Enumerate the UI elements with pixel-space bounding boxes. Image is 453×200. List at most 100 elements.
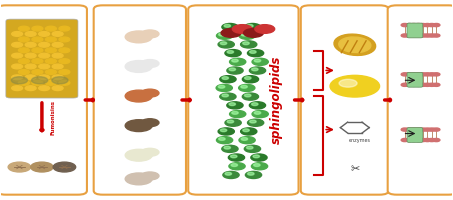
Circle shape	[141, 30, 159, 38]
Circle shape	[12, 32, 23, 36]
Circle shape	[32, 80, 43, 85]
Circle shape	[225, 50, 241, 57]
Circle shape	[401, 34, 409, 37]
Circle shape	[339, 79, 357, 87]
Circle shape	[433, 23, 440, 27]
Circle shape	[219, 138, 225, 140]
Circle shape	[406, 23, 413, 27]
Circle shape	[246, 171, 262, 178]
Circle shape	[59, 37, 70, 42]
Circle shape	[243, 42, 249, 45]
Circle shape	[228, 154, 245, 161]
Circle shape	[225, 172, 231, 175]
Circle shape	[414, 138, 422, 142]
Circle shape	[433, 128, 440, 131]
Circle shape	[254, 111, 261, 114]
Circle shape	[419, 83, 426, 86]
Circle shape	[52, 42, 63, 47]
Circle shape	[52, 86, 63, 91]
Circle shape	[227, 120, 234, 123]
Circle shape	[32, 70, 43, 74]
Circle shape	[12, 42, 23, 47]
Circle shape	[12, 53, 23, 58]
Circle shape	[410, 83, 417, 86]
Circle shape	[217, 137, 233, 144]
Circle shape	[241, 128, 257, 135]
Circle shape	[232, 111, 238, 114]
Circle shape	[32, 37, 43, 42]
Circle shape	[254, 164, 260, 166]
Circle shape	[414, 34, 422, 37]
Circle shape	[45, 37, 56, 42]
Circle shape	[59, 26, 70, 31]
Circle shape	[246, 146, 253, 149]
Circle shape	[241, 138, 248, 140]
Circle shape	[12, 86, 23, 91]
Circle shape	[231, 164, 237, 166]
Circle shape	[218, 85, 225, 88]
Circle shape	[401, 23, 409, 27]
Circle shape	[406, 83, 413, 86]
Circle shape	[401, 128, 409, 131]
Circle shape	[428, 73, 435, 76]
Circle shape	[31, 162, 53, 172]
Circle shape	[223, 171, 239, 178]
Circle shape	[12, 64, 23, 69]
Circle shape	[25, 53, 36, 58]
Circle shape	[428, 138, 435, 142]
Ellipse shape	[339, 37, 371, 53]
Circle shape	[253, 155, 260, 158]
Circle shape	[246, 24, 253, 27]
Ellipse shape	[125, 31, 152, 43]
Circle shape	[433, 34, 440, 37]
FancyBboxPatch shape	[188, 5, 299, 195]
Text: ✂: ✂	[350, 164, 360, 174]
Circle shape	[19, 26, 29, 31]
Circle shape	[251, 163, 268, 170]
Circle shape	[232, 59, 238, 62]
Circle shape	[59, 48, 70, 53]
Circle shape	[231, 155, 237, 158]
Circle shape	[419, 73, 426, 76]
Circle shape	[25, 75, 36, 80]
Ellipse shape	[125, 120, 152, 132]
FancyBboxPatch shape	[94, 5, 186, 195]
FancyBboxPatch shape	[407, 72, 423, 87]
Circle shape	[241, 41, 257, 48]
Circle shape	[424, 23, 431, 27]
Circle shape	[52, 75, 63, 80]
Circle shape	[220, 129, 227, 132]
Circle shape	[424, 128, 431, 131]
Circle shape	[410, 138, 417, 142]
Circle shape	[252, 110, 268, 118]
Circle shape	[244, 29, 263, 37]
Circle shape	[225, 119, 241, 126]
Circle shape	[220, 93, 236, 100]
Circle shape	[250, 67, 265, 74]
Circle shape	[39, 75, 49, 80]
Circle shape	[220, 42, 227, 45]
Circle shape	[52, 77, 68, 84]
Circle shape	[222, 145, 238, 152]
FancyBboxPatch shape	[388, 5, 453, 195]
Circle shape	[241, 85, 247, 88]
Circle shape	[428, 128, 435, 131]
Circle shape	[19, 59, 29, 64]
Circle shape	[250, 120, 256, 123]
Circle shape	[216, 84, 232, 91]
Circle shape	[39, 42, 49, 47]
Circle shape	[53, 162, 76, 172]
Circle shape	[218, 41, 234, 48]
Circle shape	[217, 32, 233, 39]
Circle shape	[428, 34, 435, 37]
Circle shape	[32, 77, 48, 84]
Circle shape	[239, 32, 255, 39]
Circle shape	[251, 103, 258, 106]
Text: enzymes: enzymes	[348, 138, 370, 143]
FancyBboxPatch shape	[6, 19, 78, 98]
Circle shape	[330, 75, 380, 97]
Circle shape	[424, 34, 431, 37]
Circle shape	[229, 103, 236, 106]
Circle shape	[419, 34, 426, 37]
Circle shape	[245, 23, 260, 31]
